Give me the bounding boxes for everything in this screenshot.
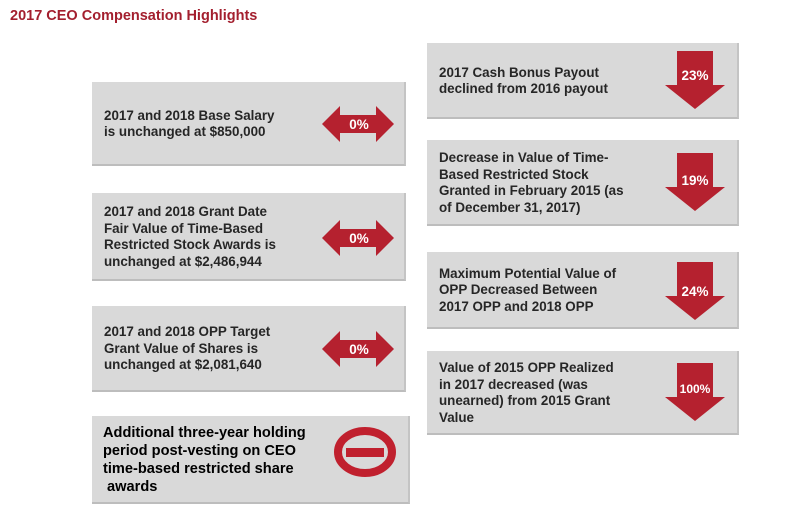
- page-title: 2017 CEO Compensation Highlights: [10, 8, 258, 24]
- badge-opp-max-value: 24%: [681, 284, 708, 299]
- down-arrow-icon: 100%: [665, 363, 725, 421]
- down-arrow-icon: 23%: [665, 51, 725, 109]
- card-text-grant-date-value: 2017 and 2018 Grant Date Fair Value of T…: [104, 204, 276, 269]
- badge-cash-bonus: 23%: [681, 68, 708, 83]
- badge-opp-realized: 100%: [680, 382, 711, 396]
- down-arrow-icon: 19%: [665, 153, 725, 211]
- double-arrow-icon: 0%: [322, 331, 394, 367]
- card-text-opp-realized: Value of 2015 OPP Realized in 2017 decre…: [439, 360, 614, 425]
- card-text-opp-max-value: Maximum Potential Value of OPP Decreased…: [439, 265, 617, 314]
- prohibited-icon: [334, 427, 396, 477]
- card-text-time-based-stock: Decrease in Value of Time- Based Restric…: [439, 150, 624, 215]
- card-text-cash-bonus: 2017 Cash Bonus Payout declined from 201…: [439, 64, 608, 97]
- badge-base-salary: 0%: [349, 117, 369, 132]
- card-text-opp-target: 2017 and 2018 OPP Target Grant Value of …: [104, 324, 271, 373]
- badge-time-based-stock: 19%: [681, 173, 708, 188]
- badge-grant-date-value: 0%: [349, 231, 369, 246]
- card-text-base-salary: 2017 and 2018 Base Salary is unchanged a…: [104, 107, 275, 140]
- double-arrow-icon: 0%: [322, 106, 394, 142]
- double-arrow-icon: 0%: [322, 220, 394, 256]
- badge-opp-target: 0%: [349, 342, 369, 357]
- down-arrow-icon: 24%: [665, 262, 725, 320]
- card-text-holding-period: Additional three-year holding period pos…: [103, 424, 306, 496]
